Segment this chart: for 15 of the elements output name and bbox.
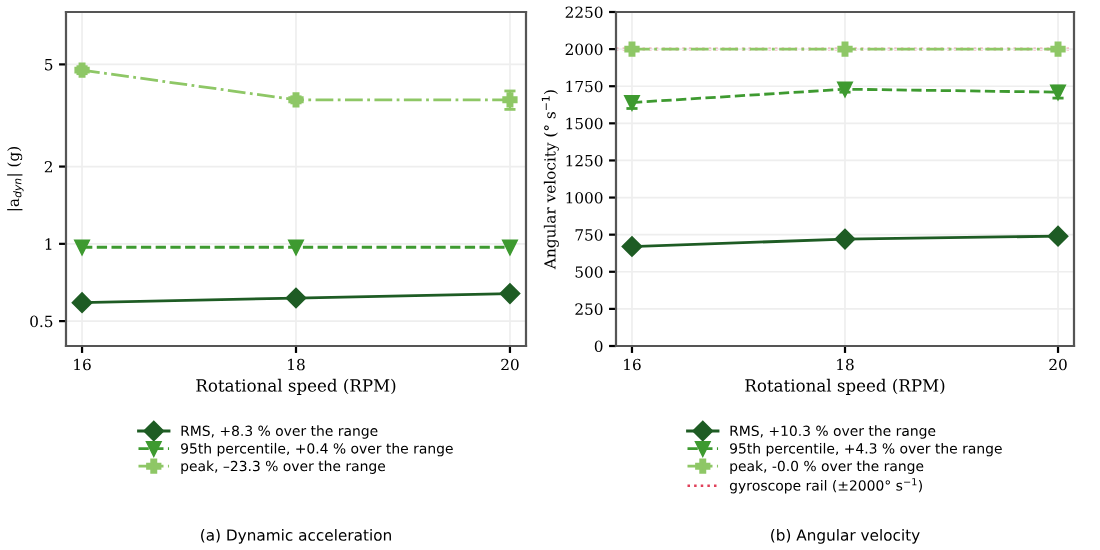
point	[74, 239, 90, 255]
point	[834, 228, 856, 250]
point	[499, 283, 521, 304]
point	[502, 239, 518, 255]
point	[288, 239, 304, 255]
point	[837, 41, 853, 57]
point	[621, 236, 643, 257]
point	[624, 94, 640, 111]
x-axis-title: Rotational speed (RPM)	[745, 378, 945, 395]
point	[71, 292, 93, 313]
point	[624, 41, 640, 57]
point	[1047, 225, 1069, 247]
point	[285, 287, 307, 309]
x-axis-title: Rotational speed (RPM)	[196, 378, 396, 395]
point	[1050, 41, 1066, 57]
